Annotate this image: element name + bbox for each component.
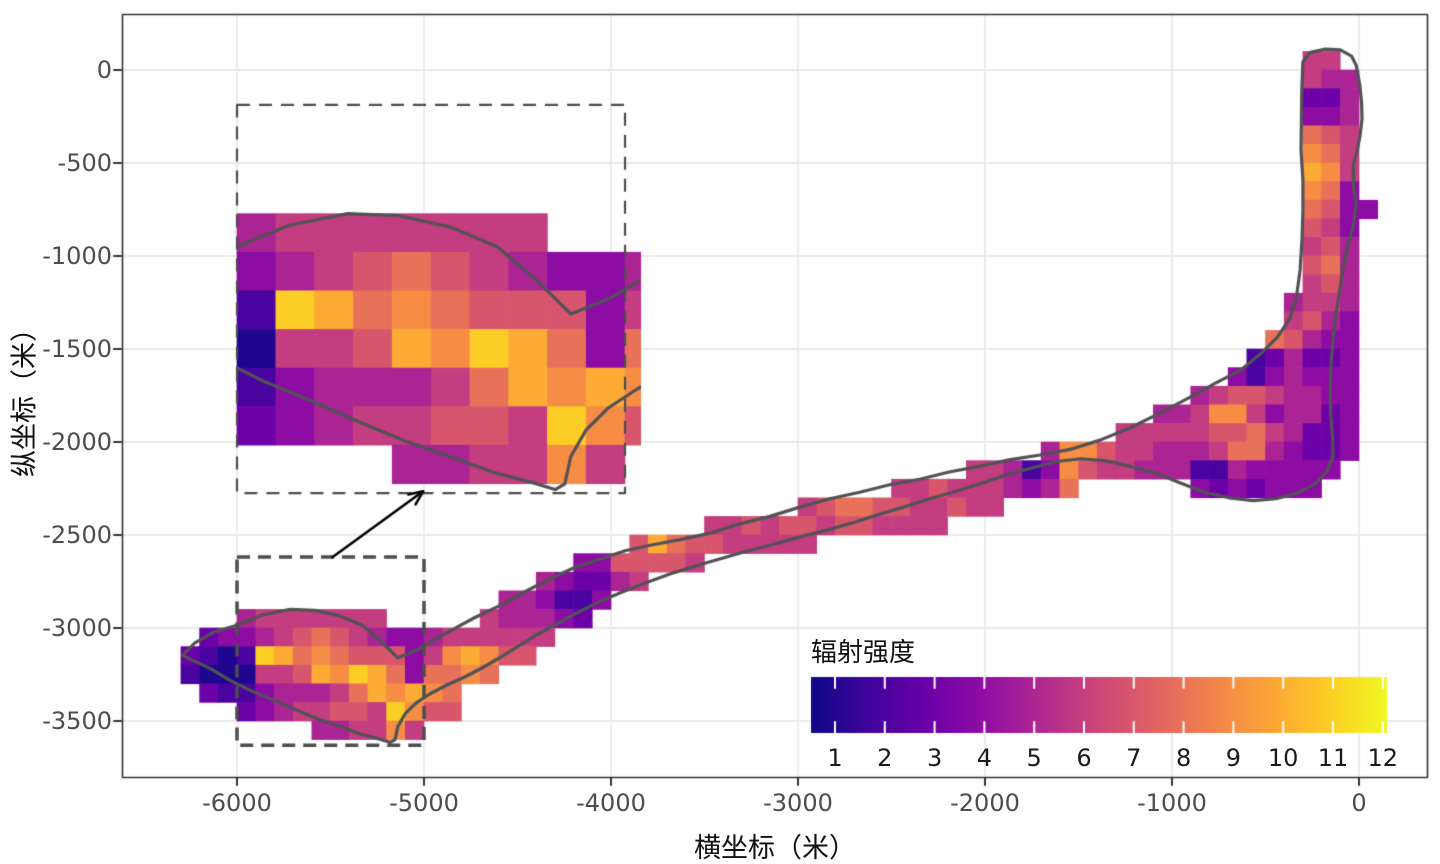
y-tick-label: -1000 [42,242,112,270]
y-tick-label: -2500 [42,521,112,549]
legend-tick-label: 4 [976,744,993,772]
legend-tick-label: 2 [877,744,893,772]
legend-tick-label: 6 [1076,744,1092,772]
y-tick-label: -500 [57,149,112,177]
x-tick-label: 0 [1351,789,1367,817]
y-tick-label: -3000 [42,614,112,642]
y-tick-label: 0 [96,56,112,84]
legend-tick-label: 9 [1225,744,1242,772]
legend-title: 辐射强度 [811,638,916,668]
y-tick-label: -3500 [42,707,112,735]
x-tick-label: -1000 [1137,789,1207,817]
legend-tick-label: 11 [1317,744,1349,772]
x-tick-label: -3000 [763,789,833,817]
legend-tick-label: 8 [1175,744,1192,772]
legend-tick-label: 10 [1267,744,1299,772]
legend-tick-label: 3 [926,744,943,772]
y-tick-label: -1500 [42,335,112,363]
legend-tick-label: 1 [827,744,843,772]
x-tick-label: -2000 [950,789,1020,817]
x-tick-label: -5000 [389,789,459,817]
legend-tick-label: 7 [1126,744,1142,772]
y-tick-label: -2000 [42,428,112,456]
x-tick-label: -4000 [576,789,646,817]
legend-tick-label: 5 [1026,744,1042,772]
x-tick-label: -6000 [202,789,272,817]
legend-tick-label: 12 [1367,744,1399,772]
x-axis-title: 横坐标（米） [694,833,856,864]
